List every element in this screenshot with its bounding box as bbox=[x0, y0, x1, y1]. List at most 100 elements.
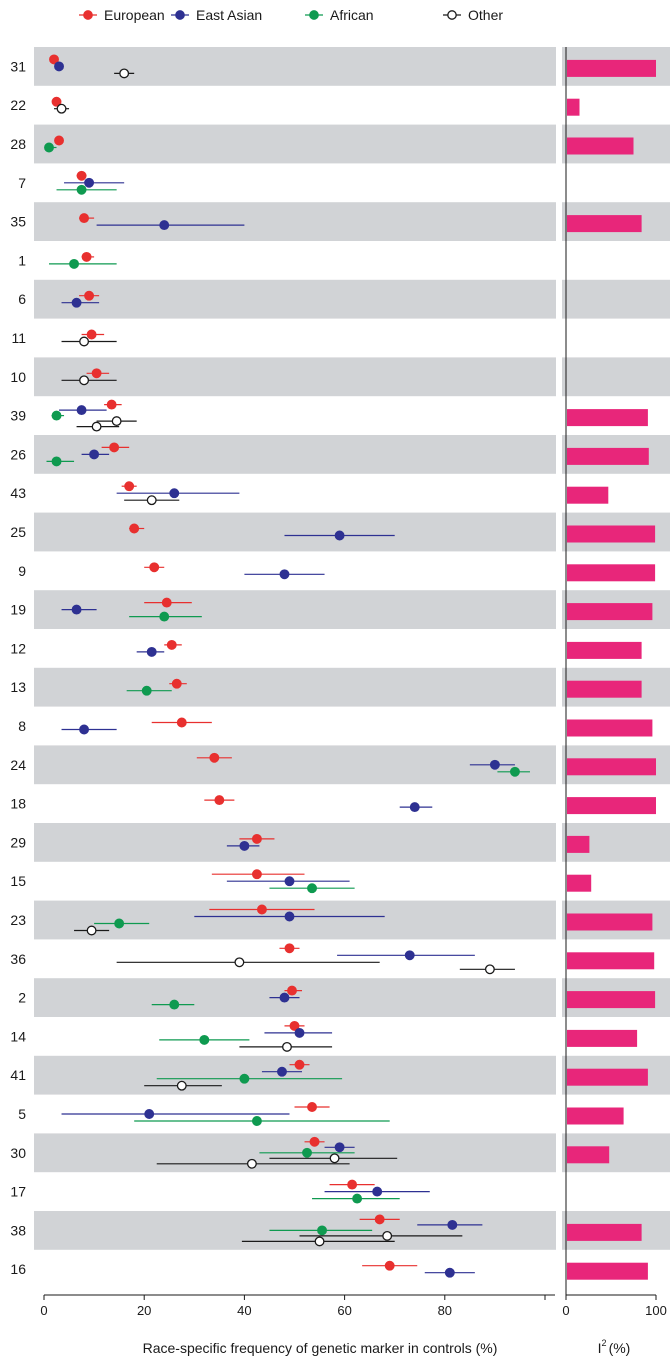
legend-label-east_asian: East Asian bbox=[196, 7, 262, 23]
point-european bbox=[129, 523, 140, 534]
row-band bbox=[34, 279, 556, 319]
x-tick-label: 20 bbox=[137, 1303, 151, 1318]
row-label: 6 bbox=[18, 291, 26, 307]
row-band bbox=[34, 202, 556, 241]
i2-axis-label: I2 (%) bbox=[598, 1338, 631, 1356]
point-african bbox=[352, 1193, 363, 1204]
legend-marker-other bbox=[447, 10, 457, 20]
point-european bbox=[161, 597, 172, 608]
row-label: 31 bbox=[10, 58, 26, 74]
i2-bar bbox=[567, 447, 649, 465]
i2-bar bbox=[567, 1146, 610, 1164]
row-label: 17 bbox=[10, 1184, 26, 1200]
x-tick-label: 60 bbox=[337, 1303, 351, 1318]
point-other bbox=[146, 495, 157, 506]
i2-bar bbox=[567, 719, 653, 737]
i2-bar bbox=[567, 991, 656, 1009]
row-band bbox=[34, 823, 556, 862]
point-african bbox=[239, 1073, 250, 1084]
point-other bbox=[329, 1153, 340, 1164]
i2-bar bbox=[567, 1029, 638, 1047]
row-band bbox=[34, 667, 556, 707]
i2-bar bbox=[567, 59, 656, 77]
point-european bbox=[251, 833, 262, 844]
legend: European East Asian African Other bbox=[79, 7, 503, 23]
i2-tick-label: 100 bbox=[645, 1303, 667, 1318]
point-east_asian bbox=[404, 950, 415, 961]
data-marks bbox=[44, 54, 530, 1278]
i2-superscript: 2 bbox=[602, 1338, 607, 1348]
row-label: 1 bbox=[18, 252, 26, 268]
i2-bar bbox=[567, 525, 656, 543]
i2-bar bbox=[567, 680, 642, 698]
i2-bar bbox=[567, 409, 648, 427]
point-east_asian bbox=[144, 1109, 155, 1119]
row-label: 15 bbox=[10, 873, 26, 889]
point-european bbox=[251, 869, 262, 880]
point-african bbox=[76, 184, 87, 195]
point-european bbox=[307, 1102, 317, 1112]
point-european bbox=[287, 985, 297, 996]
point-east_asian bbox=[76, 405, 87, 416]
point-european bbox=[209, 752, 220, 763]
legend-marker-east_asian bbox=[175, 10, 185, 20]
row-label: 7 bbox=[18, 175, 26, 191]
point-other bbox=[484, 964, 495, 975]
point-european bbox=[81, 251, 92, 262]
point-european bbox=[76, 170, 87, 181]
row-label: 24 bbox=[10, 757, 26, 773]
row-label: 14 bbox=[10, 1028, 26, 1044]
point-east_asian bbox=[79, 724, 90, 735]
i2-bar bbox=[567, 835, 590, 853]
row-bands bbox=[34, 47, 670, 1250]
legend-label-european: European bbox=[104, 7, 165, 23]
point-east_asian bbox=[334, 1142, 345, 1153]
row-band bbox=[34, 435, 556, 474]
row-label: 43 bbox=[10, 485, 26, 501]
point-east_asian bbox=[444, 1267, 455, 1278]
row-band-i2 bbox=[562, 279, 670, 319]
x-axis-label: Race-specific frequency of genetic marke… bbox=[143, 1340, 498, 1356]
point-east_asian bbox=[447, 1219, 458, 1230]
point-european bbox=[91, 368, 102, 379]
row-band bbox=[34, 900, 556, 940]
row-band bbox=[34, 590, 556, 629]
i2-bar bbox=[567, 952, 655, 970]
row-label: 36 bbox=[10, 951, 26, 967]
point-east_asian bbox=[71, 604, 82, 615]
point-european bbox=[54, 135, 64, 146]
row-label: 16 bbox=[10, 1261, 26, 1277]
point-east_asian bbox=[372, 1186, 383, 1197]
i2-bar bbox=[567, 1262, 648, 1280]
point-african bbox=[509, 766, 520, 777]
row-label: 29 bbox=[10, 834, 26, 850]
point-european bbox=[49, 54, 59, 65]
row-label: 18 bbox=[10, 796, 26, 812]
point-african bbox=[114, 918, 125, 929]
point-african bbox=[199, 1034, 210, 1045]
row-label: 9 bbox=[18, 563, 26, 579]
point-east_asian bbox=[54, 61, 64, 72]
i2-bar bbox=[567, 1223, 642, 1241]
point-european bbox=[374, 1214, 385, 1225]
row-label: 28 bbox=[10, 136, 26, 152]
point-east_asian bbox=[146, 646, 157, 657]
row-label: 5 bbox=[18, 1106, 26, 1122]
i2-bar bbox=[567, 641, 642, 659]
row-labels: 3122287351611103926432591912138241829152… bbox=[10, 58, 26, 1277]
point-african bbox=[69, 258, 80, 269]
x-tick-label: 40 bbox=[237, 1303, 251, 1318]
row-band-i2 bbox=[562, 357, 670, 397]
i2-unit: (%) bbox=[609, 1340, 631, 1356]
point-african bbox=[307, 883, 317, 894]
point-european bbox=[347, 1179, 358, 1190]
point-african bbox=[317, 1225, 328, 1236]
x-tick-label: 0 bbox=[40, 1303, 47, 1318]
point-african bbox=[169, 999, 180, 1010]
point-east_asian bbox=[277, 1066, 287, 1077]
point-east_asian bbox=[409, 802, 420, 813]
point-other bbox=[91, 421, 102, 432]
point-european bbox=[171, 678, 182, 689]
row-band bbox=[34, 1055, 556, 1095]
